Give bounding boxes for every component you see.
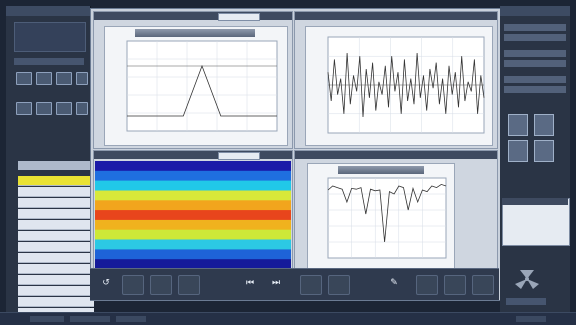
panel-top-right <box>294 11 498 149</box>
heatmap-band <box>95 219 291 231</box>
heatmap-band <box>95 200 291 211</box>
sidebar-section-header <box>14 58 84 65</box>
heatmap-band <box>95 229 291 240</box>
heatmap-band <box>95 210 291 221</box>
series-line <box>327 52 485 118</box>
heatmap-band <box>95 170 291 182</box>
toolbar-slot-4[interactable] <box>300 275 322 295</box>
heatmap-band <box>95 249 291 260</box>
right-panel-button-4[interactable] <box>534 140 554 162</box>
skip-forward-button[interactable]: ⏭ <box>266 275 286 293</box>
chart-top-left <box>104 26 288 146</box>
bottom-controls[interactable] <box>506 298 546 305</box>
sidebar-controls <box>14 22 86 52</box>
taskbar-clock <box>516 316 546 322</box>
pen-icon: ✎ <box>390 278 398 288</box>
right-panel-button-3[interactable] <box>508 140 528 162</box>
series-line <box>327 183 447 243</box>
skip-back-icon: ⏮ <box>245 278 255 288</box>
main-window <box>90 8 501 301</box>
right-panel-row-4[interactable] <box>504 60 566 67</box>
toolbar-slot-8[interactable] <box>472 275 494 295</box>
panel-top-left <box>93 11 293 149</box>
sidebar-list-item[interactable] <box>18 176 94 186</box>
sidebar-list-item[interactable] <box>18 187 94 197</box>
sidebar-list-item[interactable] <box>18 242 94 252</box>
right-panel-top-bar <box>500 6 570 16</box>
right-panel <box>500 6 570 312</box>
sidebar-list-item[interactable] <box>18 220 94 230</box>
chart-top-right <box>305 26 493 146</box>
right-panel-row-6[interactable] <box>504 86 566 93</box>
sidebar-tool-5[interactable] <box>16 102 32 115</box>
sidebar-tool-7[interactable] <box>56 102 72 115</box>
skip-forward-icon: ⏭ <box>271 278 281 288</box>
info-box-header <box>502 198 568 205</box>
taskbar-item-1[interactable] <box>30 316 64 322</box>
toolbar-slot-3[interactable] <box>178 275 200 295</box>
sidebar-top-bar <box>6 6 90 16</box>
chart-bottom-right-svg <box>327 177 447 259</box>
right-panel-row-2[interactable] <box>504 34 566 41</box>
toolbar-slot-6[interactable] <box>416 275 438 295</box>
heatmap-band <box>95 239 291 250</box>
toolbar-slot-1[interactable] <box>122 275 144 295</box>
bottom-toolbar: ↺ ⏮ ⏭ ✎ <box>90 268 499 300</box>
sidebar-list-item[interactable] <box>18 275 94 285</box>
plot-area <box>126 40 278 132</box>
sidebar-list-header <box>18 161 94 170</box>
chart-bottom-right-header <box>338 166 424 174</box>
sidebar-list-item[interactable] <box>18 209 94 219</box>
right-panel-button-2[interactable] <box>534 114 554 136</box>
toolbar-slot-7[interactable] <box>444 275 466 295</box>
sidebar-tool-4[interactable] <box>76 72 88 85</box>
panel-bottom-left-title <box>94 151 292 159</box>
panel-bottom-left-dropdown[interactable] <box>218 152 260 160</box>
taskbar-item-2[interactable] <box>70 316 110 322</box>
sidebar-list-item[interactable] <box>18 198 94 208</box>
reset-icon: ↺ <box>102 278 110 288</box>
pen-button[interactable]: ✎ <box>384 275 404 293</box>
sidebar-tool-8[interactable] <box>76 102 88 115</box>
info-box <box>502 198 570 246</box>
panel-bottom-right <box>294 150 498 272</box>
panel-top-right-title <box>295 12 497 20</box>
sidebar-list-item[interactable] <box>18 297 94 307</box>
right-panel-row-1[interactable] <box>504 24 566 31</box>
panel-bottom-right-title <box>295 151 497 159</box>
left-sidebar <box>6 6 94 318</box>
chart-top-left-header <box>135 29 255 37</box>
sidebar-tool-3[interactable] <box>56 72 72 85</box>
heatmap-chart <box>95 161 291 269</box>
status-bar <box>0 312 576 325</box>
sidebar-list-item[interactable] <box>18 264 94 274</box>
sidebar-tool-1[interactable] <box>16 72 32 85</box>
reset-button[interactable]: ↺ <box>96 275 116 293</box>
heatmap-band <box>95 180 291 191</box>
right-panel-button-1[interactable] <box>508 114 528 136</box>
sidebar-tool-6[interactable] <box>36 102 52 115</box>
panel-top-left-title <box>94 12 292 20</box>
chart-top-right-svg <box>327 36 485 134</box>
panel-bottom-left <box>93 150 293 272</box>
sidebar-list-item[interactable] <box>18 286 94 296</box>
toolbar-slot-5[interactable] <box>328 275 350 295</box>
heatmap-band <box>95 259 291 269</box>
toolbar-slot-2[interactable] <box>150 275 172 295</box>
chart-bottom-right <box>307 163 455 269</box>
chart-top-left-svg <box>126 40 278 132</box>
skip-back-button[interactable]: ⏮ <box>240 275 260 293</box>
heatmap-band <box>95 190 291 201</box>
panel-top-left-dropdown[interactable] <box>218 13 260 21</box>
sidebar-tool-2[interactable] <box>36 72 52 85</box>
radiation-icon <box>515 270 539 289</box>
heatmap-band <box>95 161 291 172</box>
sidebar-list-item[interactable] <box>18 231 94 241</box>
right-panel-row-5[interactable] <box>504 76 566 83</box>
right-panel-row-3[interactable] <box>504 50 566 57</box>
taskbar-item-3[interactable] <box>116 316 146 322</box>
sidebar-list-item[interactable] <box>18 253 94 263</box>
